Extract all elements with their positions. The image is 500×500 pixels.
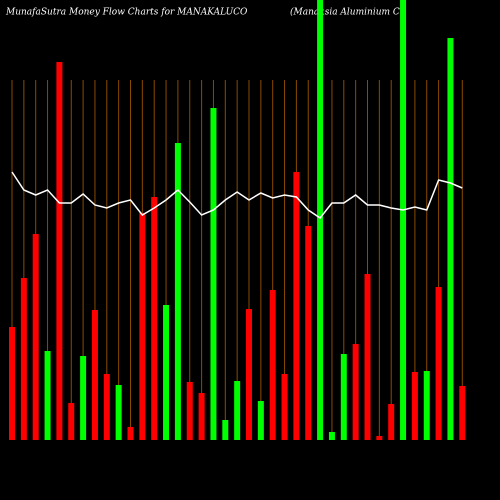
bar xyxy=(340,354,347,440)
bar xyxy=(68,403,75,440)
bar xyxy=(435,287,442,440)
bar xyxy=(364,274,371,440)
bar xyxy=(91,310,98,440)
bar xyxy=(127,427,134,440)
bar xyxy=(44,351,51,440)
bar xyxy=(411,372,418,440)
bar xyxy=(459,386,466,440)
bar xyxy=(222,420,229,440)
bar xyxy=(198,393,205,440)
bar xyxy=(388,404,395,440)
bar xyxy=(376,436,383,440)
bar xyxy=(139,213,146,440)
bar xyxy=(352,344,359,440)
bar xyxy=(163,305,170,440)
bar xyxy=(447,38,454,440)
bar xyxy=(80,356,87,440)
bar xyxy=(9,327,15,440)
bar xyxy=(423,371,430,440)
bars xyxy=(9,0,466,440)
bar xyxy=(20,278,27,440)
money-flow-line xyxy=(11,171,463,220)
bar xyxy=(186,382,193,440)
bar xyxy=(56,62,63,440)
lines xyxy=(11,171,463,220)
bar xyxy=(317,0,324,440)
bar xyxy=(174,143,181,440)
bar xyxy=(151,197,158,440)
bar xyxy=(246,309,252,440)
bar xyxy=(257,401,264,440)
bar xyxy=(328,432,335,440)
bar xyxy=(234,381,241,440)
chart-subtitle: (Manaksia Aluminium C xyxy=(290,7,400,18)
bar xyxy=(115,385,122,440)
bar xyxy=(210,108,217,440)
bar xyxy=(32,234,39,440)
bar xyxy=(281,374,288,440)
bar xyxy=(103,374,110,440)
bar xyxy=(293,172,300,440)
chart-title: MunafaSutra Money Flow Charts for MANAKA… xyxy=(5,8,248,18)
bar xyxy=(269,290,276,440)
bar xyxy=(305,226,312,440)
bar xyxy=(400,0,407,440)
